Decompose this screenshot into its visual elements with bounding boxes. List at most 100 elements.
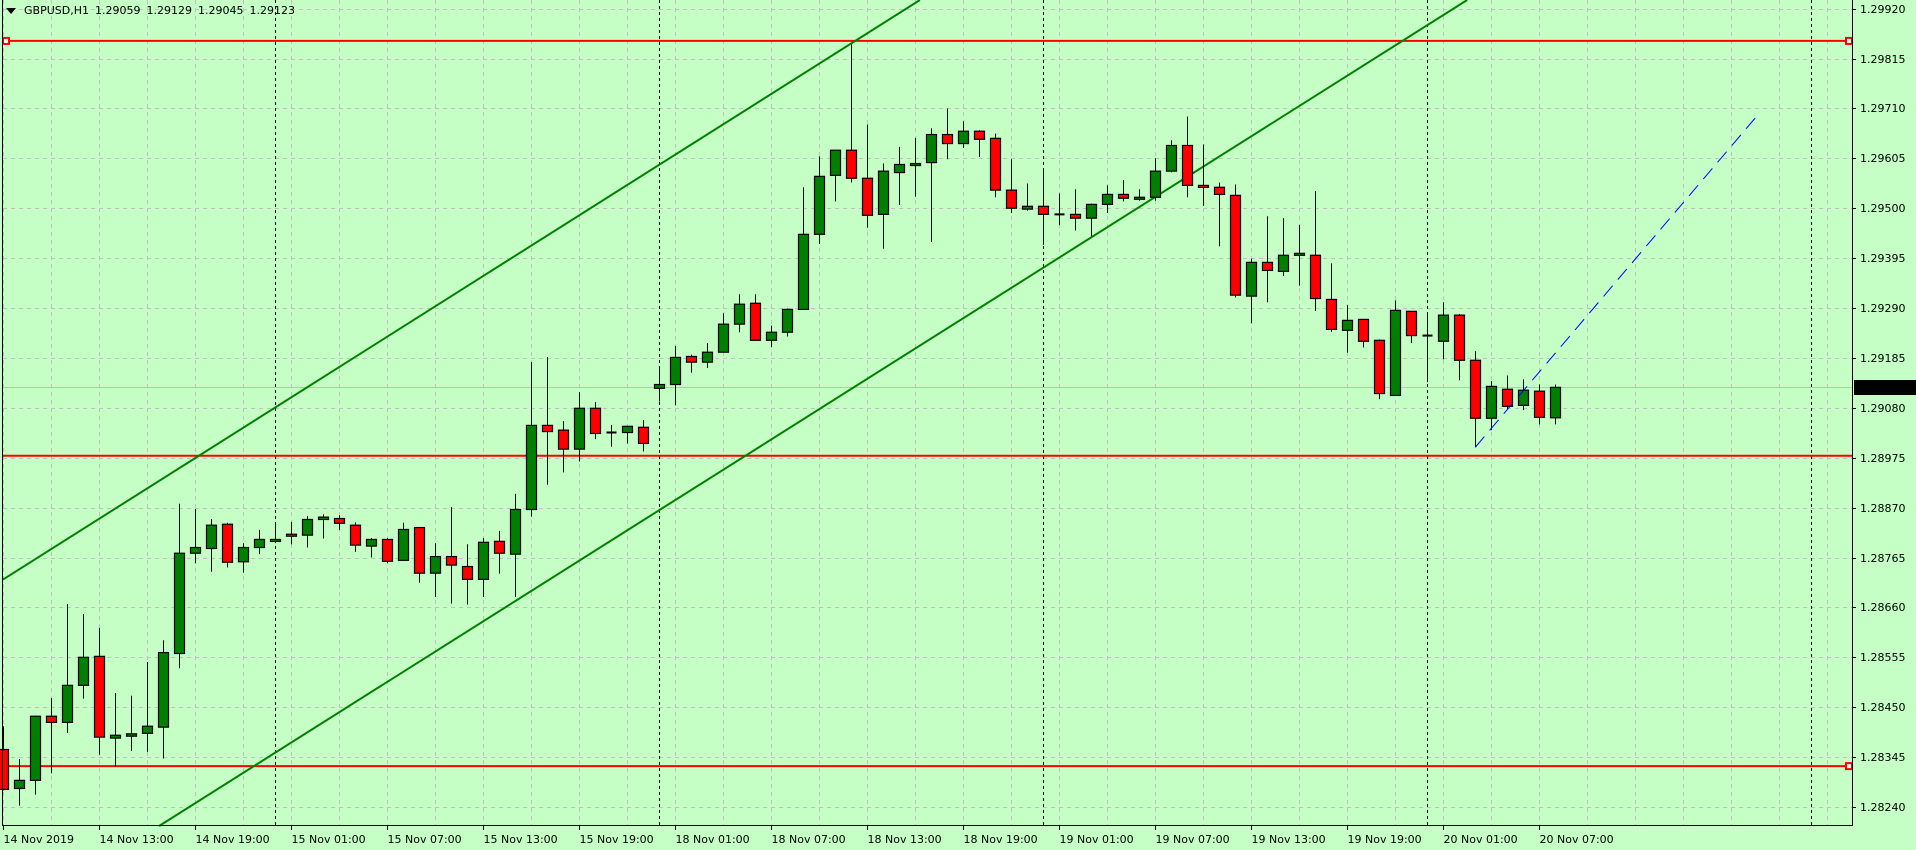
candle-body-bullish [1165,144,1178,172]
candle [237,543,250,573]
candle-body-bearish [1229,194,1242,296]
candle [269,524,282,544]
price-tick-label: 1.28555 [1860,651,1906,664]
candle [606,424,617,447]
candle [685,354,698,373]
candle [1165,140,1178,173]
candle-body-bullish [237,546,250,563]
current-price-tag-bg [1854,380,1916,395]
candle [221,522,234,568]
candle-body-bullish [1133,196,1146,200]
level-handle-icon[interactable] [1845,36,1853,45]
level-handle-icon[interactable] [2,36,10,45]
candle-body-bearish [1213,186,1226,196]
candle-body-bearish [989,137,1002,191]
projection-line[interactable] [1474,117,1756,448]
candle [1229,184,1242,298]
candle [621,425,634,444]
candle-body-bullish [189,546,202,554]
candle-body-bearish [445,555,458,566]
trend-channel[interactable] [2,0,1468,827]
candle-body-bearish [1501,388,1514,407]
time-tick-label: 20 Nov 07:00 [1540,833,1614,846]
candle-body-bearish [413,526,426,574]
candle [1197,144,1210,206]
channel-trend-line[interactable] [158,0,1468,827]
time-tick-label: 20 Nov 01:00 [1444,833,1518,846]
candle [957,121,970,148]
candle-body-bearish [1197,184,1210,188]
price-tick-label: 1.28975 [1860,452,1906,465]
candle [1069,189,1082,231]
candle-body-bullish [717,323,730,353]
candle-body-bearish [861,177,874,216]
candle-body-bearish [493,540,506,554]
candle [1261,216,1274,303]
candle-body-bearish [1037,205,1050,215]
candle-body-bullish [573,407,586,450]
candle-body-bullish [829,149,842,177]
candle [1277,218,1290,277]
channel-trend-line[interactable] [2,0,921,581]
candle [557,421,570,473]
price-tick-label: 1.29185 [1860,352,1906,365]
candle [797,187,810,311]
candle [381,538,394,564]
candle [669,346,682,406]
current-price-label: 1.29123 [1859,381,1905,394]
candle [0,726,10,791]
candle-body-bullish [1085,203,1098,219]
candle [125,695,138,751]
candle [1469,351,1482,448]
candle-body-bearish [749,302,762,341]
candle-body-bearish [221,523,234,563]
candle-body-bearish [685,355,698,363]
bar-low: 1.29045 [197,4,244,17]
candle-body-bearish [1533,390,1546,418]
candle-body-bearish [1373,339,1386,395]
candle-body-bullish [269,538,282,543]
candle [189,509,202,564]
time-tick-label: 15 Nov 13:00 [484,833,558,846]
price-axis[interactable]: 1.29920 1.29815 1.29710 1.29605 1.29500 1.293… [1852,3,1906,814]
candle-body-bearish [1357,318,1370,342]
time-axis[interactable]: 14 Nov 2019 14 Nov 13:00 14 Nov 19:00 15 No… [3,826,1614,846]
price-tick-label: 1.28660 [1860,601,1906,614]
price-tick-label: 1.28765 [1860,552,1906,565]
projection-dashed-line[interactable] [1474,117,1756,448]
candle [717,313,730,353]
candle [925,128,938,242]
candle-body-bearish [381,538,394,562]
candle [29,715,42,795]
candle [765,325,778,347]
candle [1245,258,1258,324]
candle-body-bullish [925,133,938,164]
candle [445,507,458,604]
time-tick-label: 14 Nov 2019 [4,833,74,846]
candle-body-bullish [29,715,42,781]
bar-open: 1.29059 [94,4,141,17]
level-handle-icon[interactable] [1845,762,1853,771]
candle-body-bearish [45,715,58,724]
candle-body-bullish [1389,309,1402,397]
candle-body-bearish [541,424,554,433]
candle-body-bullish [109,734,122,739]
horizontal-levels[interactable] [3,39,1852,768]
candle-body-bullish [61,684,74,724]
candle [1453,314,1466,381]
candle-body-bearish [845,149,858,179]
candle [1054,193,1065,226]
candle-body-bearish [285,533,298,537]
chart-menu-triangle-icon[interactable] [6,7,16,14]
candle-body-bullish [317,516,330,521]
candle-body-bearish [1261,261,1274,272]
candle-body-bearish [93,655,106,738]
candle-body-bearish [1309,254,1322,300]
time-tick-label: 14 Nov 19:00 [196,833,270,846]
candle-body-bearish [1117,193,1130,199]
price-tick-label: 1.28345 [1860,751,1906,764]
candle [93,627,106,755]
time-tick-label: 18 Nov 19:00 [964,833,1038,846]
candle [77,614,90,699]
